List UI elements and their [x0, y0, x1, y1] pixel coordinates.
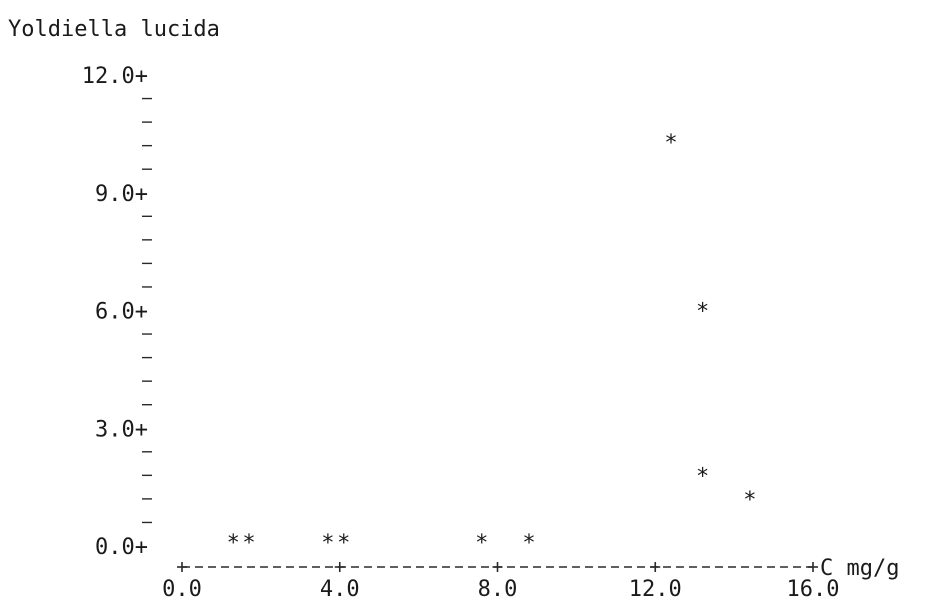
data-point: * — [337, 531, 350, 556]
x-tick-label: 16.0 — [787, 577, 840, 602]
data-points: * * * * * ***** — [227, 131, 757, 556]
data-point: * — [321, 531, 334, 556]
x-tick-label: 12.0 — [629, 577, 682, 602]
data-point: * — [743, 488, 756, 513]
chart-title: Yoldiella lucida — [8, 17, 220, 42]
x-axis-label: C mg/g — [820, 556, 899, 581]
y-tick-label: 3.0+ — [95, 417, 148, 442]
y-tick-label: 0.0+ — [95, 535, 148, 560]
y-tick-label: 6.0+ — [95, 300, 148, 325]
data-point: * — [696, 464, 709, 489]
data-point: * — [522, 531, 535, 556]
data-point: * — [696, 300, 709, 325]
x-tick-label: 4.0 — [320, 577, 360, 602]
data-point: * — [475, 531, 488, 556]
y-axis: 0.0+ 3.0+ 6.0+ 9.0+ 12.0+ — [82, 64, 152, 560]
x-tick-label: 0.0 — [162, 577, 202, 602]
x-axis: 0.0 4.0 8.0 12.0 16.0 — [162, 562, 839, 602]
x-tick-label: 8.0 — [478, 577, 518, 602]
y-tick-label: 9.0+ — [95, 182, 148, 207]
data-point: * — [227, 531, 240, 556]
data-point: * — [242, 531, 255, 556]
data-point: * — [664, 131, 677, 156]
y-tick-label: 12.0+ — [82, 64, 148, 89]
